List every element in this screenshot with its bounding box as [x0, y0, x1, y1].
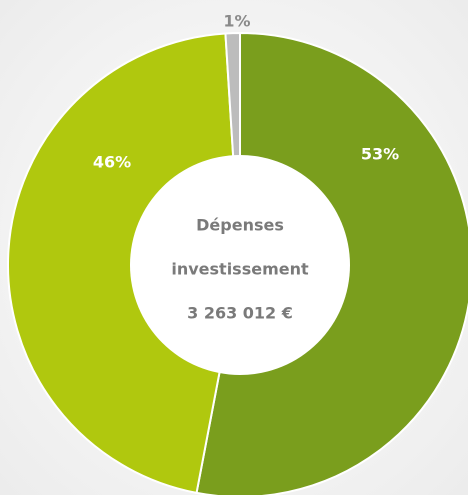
- slice: [7, 32, 242, 495]
- center-text: 3 263 012 €: [187, 304, 293, 323]
- center-text: Dépenses: [196, 216, 284, 235]
- value-label: 46%: [93, 153, 131, 172]
- donut-hole: [130, 155, 350, 375]
- value-label: 1%: [223, 12, 250, 31]
- labels: 53% 46% 1% Dépenses investissement 3 263 012 …: [93, 12, 399, 323]
- value-label: 53%: [361, 145, 399, 164]
- center-text: investissement: [171, 260, 309, 279]
